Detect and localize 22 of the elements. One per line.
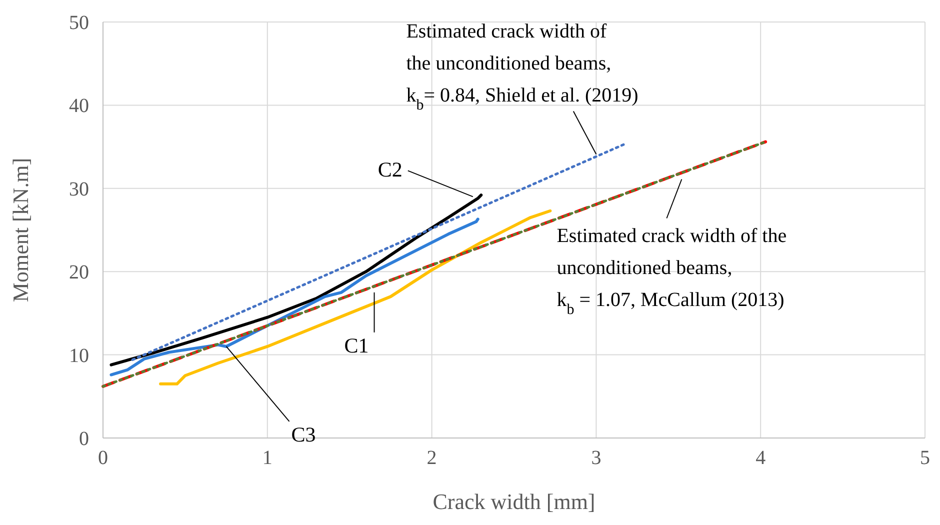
annotation: C1 bbox=[344, 333, 369, 358]
y-tick-label: 50 bbox=[69, 12, 89, 34]
x-tick-label: 4 bbox=[756, 447, 766, 469]
x-tick-label: 5 bbox=[920, 447, 930, 469]
y-tick-label: 10 bbox=[69, 344, 89, 367]
annotation: Estimated crack width of the unconditioned beams, k$_{b}$ = 1.07, McCallum (2013) bbox=[556, 225, 787, 318]
y-tick-label: 20 bbox=[69, 262, 89, 284]
y-tick-label: 30 bbox=[69, 178, 89, 200]
x-tick-label: 1 bbox=[262, 447, 272, 469]
annotation: C2 bbox=[378, 158, 402, 182]
y-tick-label: 0 bbox=[79, 428, 89, 450]
y-tick-label: 40 bbox=[69, 95, 89, 118]
annotation: Estimated crack width of the unconditioned beams, k$_{b}$= 0.84, Shield et al. (2019) bbox=[406, 20, 638, 114]
x-tick-label: 0 bbox=[98, 447, 108, 469]
annotation: C3 bbox=[291, 422, 316, 446]
y-axis-title: Moment [kN.m] bbox=[8, 158, 33, 302]
line-series bbox=[110, 194, 483, 366]
x-tick-label: 2 bbox=[426, 447, 437, 469]
x-tick-label: 3 bbox=[591, 447, 602, 469]
line-series bbox=[159, 209, 552, 386]
line-series bbox=[110, 218, 480, 376]
x-axis-title: Crack width [mm] bbox=[432, 489, 596, 514]
